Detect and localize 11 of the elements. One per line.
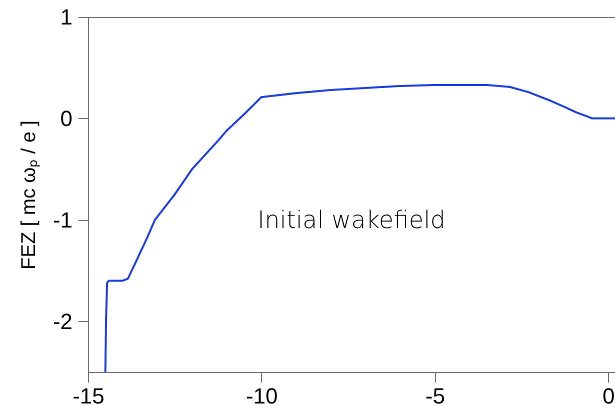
annotation: Initial wakefield	[258, 206, 446, 234]
x-tick-label: -5	[425, 384, 445, 404]
x-tick-label: -15	[72, 384, 104, 404]
y-tick-label: -2	[52, 308, 72, 334]
line-series	[104, 84, 615, 372]
y-axis-title: FEZ [ mc ωₚ / e ]	[18, 120, 40, 270]
y-tick-label: -1	[52, 207, 72, 232]
y-tick-label: 0	[60, 106, 72, 131]
x-tick-label: -10	[246, 384, 278, 404]
y-tick-label: 1	[60, 4, 72, 30]
x-tick-label: 0	[602, 384, 615, 404]
